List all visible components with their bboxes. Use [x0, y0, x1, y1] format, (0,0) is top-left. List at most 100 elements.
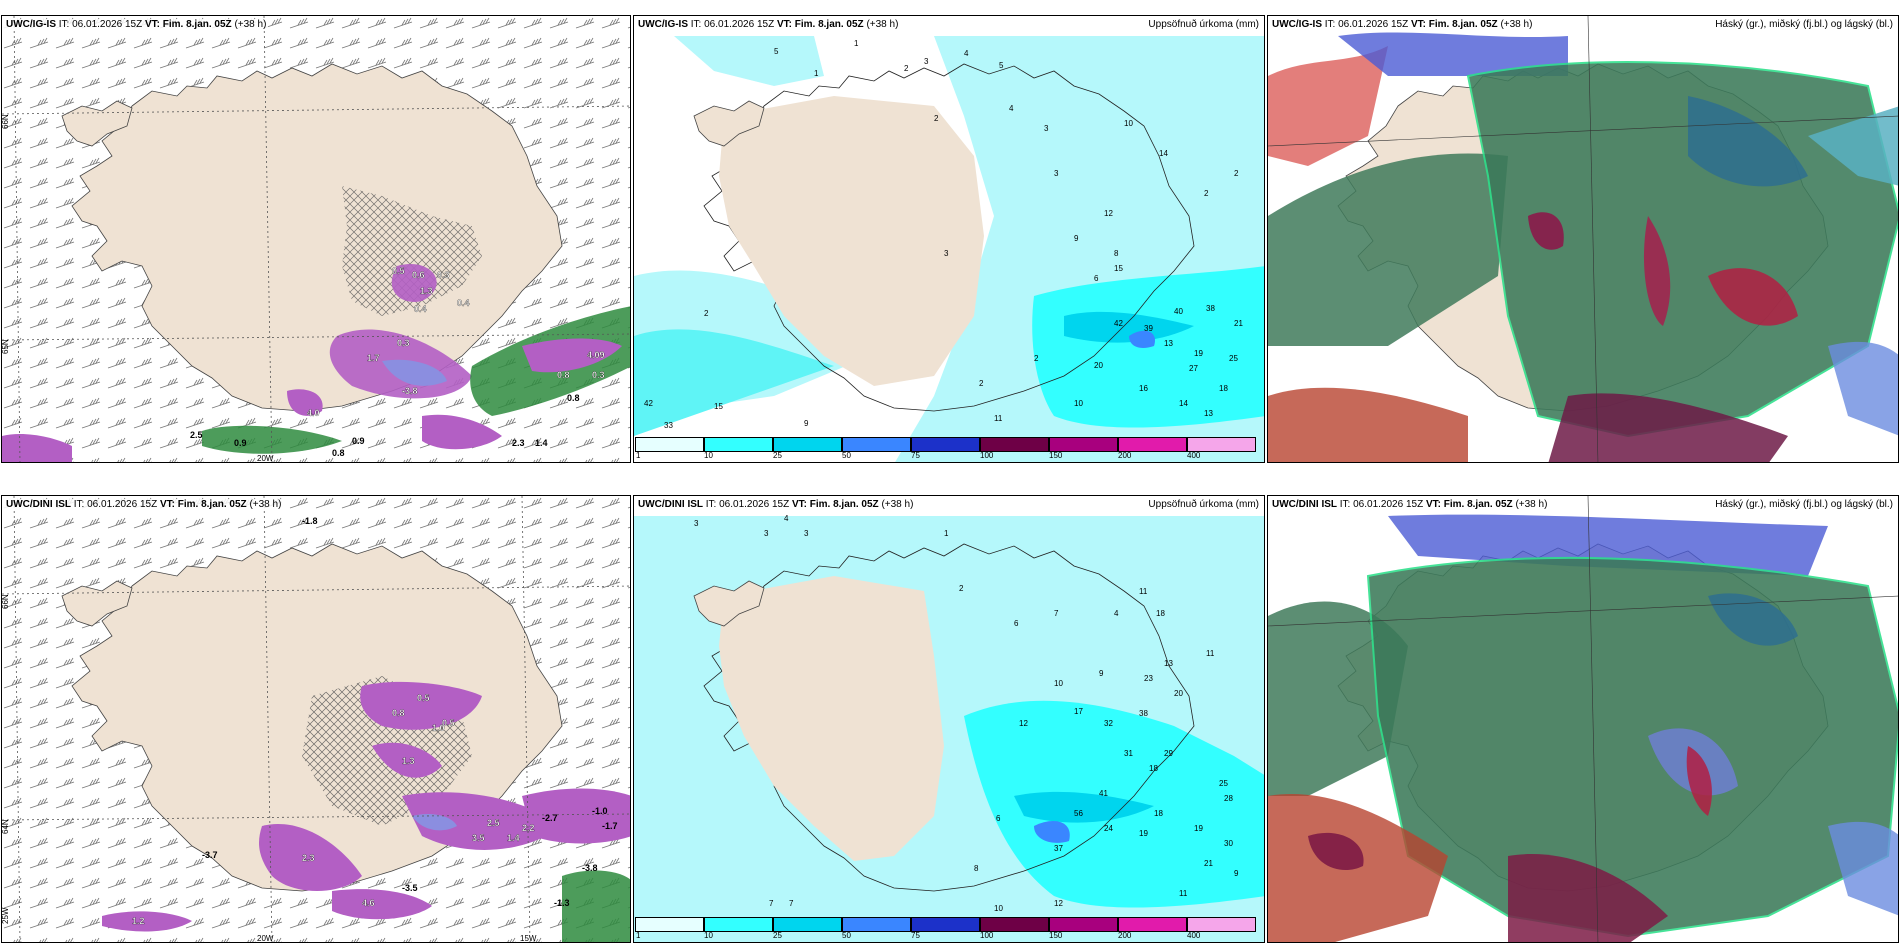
- precip-label: 37: [1054, 844, 1063, 853]
- value-label: -3.8: [582, 863, 598, 873]
- model-name: UWC/DINI ISL: [1272, 499, 1337, 510]
- wind-map: 66N 65N 20W 0.5 0.6 0.3 1.3 0.4 0.4 0.3 …: [2, 16, 630, 463]
- panel-precip-igis: UWC/IG-IS IT: 06.01.2026 15Z VT: Fim. 8.…: [633, 15, 1265, 463]
- colorbar-swatch: [1187, 437, 1256, 452]
- value-label: 1.0: [432, 723, 445, 733]
- precip-label: 19: [1194, 824, 1203, 833]
- wind-map: 66N 64N 25W 20W 15W -1.8 -3.7 -3.5 -1.3 …: [2, 496, 630, 942]
- value-label: 1.4: [535, 438, 548, 448]
- value-label: 0.3: [592, 370, 605, 380]
- colorbar-label: 75: [911, 931, 920, 940]
- lead-time: (+38 h): [881, 499, 914, 510]
- precip-label: 8: [1114, 249, 1119, 258]
- value-label: 0.8: [332, 448, 345, 458]
- precip-label: 11: [994, 414, 1003, 423]
- model-name: UWC/IG-IS: [1272, 19, 1322, 30]
- it-label: IT:: [1339, 499, 1351, 510]
- value-label: 0.5: [392, 266, 405, 276]
- lead-time: (+38 h): [1500, 19, 1533, 30]
- lat-label-25w: 25W: [2, 907, 10, 924]
- precip-label: 4: [964, 49, 969, 58]
- panel-wind-igis: UWC/IG-IS IT: 06.01.2026 15Z VT: Fim. 8.…: [1, 15, 631, 463]
- it-label: IT:: [705, 499, 717, 510]
- colorbar-label: 25: [773, 931, 782, 940]
- value-label: 2.2: [522, 823, 535, 833]
- precip-label: 16: [1139, 384, 1148, 393]
- panel-field-title: Háský (gr.), miðský (fj.bl.) og lágský (…: [1713, 499, 1895, 510]
- precip-label: 41: [1099, 789, 1108, 798]
- value-label: 4.0: [307, 408, 320, 418]
- vt-value: Fim. 8.jan. 05Z: [794, 19, 864, 30]
- precip-label: 21: [1234, 319, 1243, 328]
- vt-label: VT:: [144, 19, 160, 30]
- panel-title: UWC/DINI ISL IT: 06.01.2026 15Z VT: Fim.…: [4, 499, 284, 510]
- panel-cloud-dini: UWC/DINI ISL IT: 06.01.2026 15Z VT: Fim.…: [1267, 495, 1899, 943]
- precip-label: 30: [1224, 839, 1233, 848]
- precip-label: 3: [924, 57, 929, 66]
- value-label: 0.6: [412, 270, 425, 280]
- colorbar-label: 10: [704, 931, 713, 940]
- precip-label: 10: [1124, 119, 1133, 128]
- precip-label: 14: [1159, 149, 1168, 158]
- colorbar-label: 1: [636, 931, 641, 940]
- value-label: 1.3: [402, 756, 415, 766]
- colorbar-swatch: [842, 437, 911, 452]
- value-label: -1.0: [592, 806, 608, 816]
- vt-value: Fim. 8.jan. 05Z: [162, 19, 232, 30]
- value-label: 2.5: [190, 430, 203, 440]
- precip-label: 29: [1164, 749, 1173, 758]
- precip-map: 5 1 2 3 4 5 2 4 3 10 14 12 2 2 3 8 9 6 1…: [634, 16, 1264, 462]
- colorbar-label: 50: [842, 931, 851, 940]
- precip-label: 9: [804, 419, 809, 428]
- panel-title: UWC/IG-IS IT: 06.01.2026 15Z VT: Fim. 8.…: [636, 19, 901, 30]
- model-name: UWC/DINI ISL: [638, 499, 703, 510]
- vt-value: Fim. 8.jan. 05Z: [1443, 499, 1513, 510]
- precip-map: 3 4 3 3 1 2 6 11 18 4 7 9 10 12 17 31 32…: [634, 496, 1264, 942]
- precip-label: 17: [1074, 707, 1083, 716]
- precip-label: 12: [1019, 719, 1028, 728]
- precip-label: 3: [764, 529, 769, 538]
- precip-label: 5: [999, 61, 1004, 70]
- precip-label: 19: [1139, 829, 1148, 838]
- precip-label: 20: [1094, 361, 1103, 370]
- precip-label: 1: [854, 39, 859, 48]
- precip-label: 13: [1204, 409, 1213, 418]
- colorbar-swatch: [635, 437, 704, 452]
- lon-label-20w: 20W: [257, 454, 274, 463]
- lat-label-64: 65N: [2, 339, 10, 354]
- it-value: 06.01.2026 15Z: [719, 499, 790, 510]
- colorbar-swatch: [980, 437, 1049, 452]
- precip-label: 56: [1074, 809, 1083, 818]
- precip-label: 4: [1114, 609, 1119, 618]
- colorbar-swatch: [911, 917, 980, 932]
- precip-label: 2: [959, 584, 964, 593]
- value-label: 0.4: [414, 304, 427, 314]
- value-label: 0.4: [457, 298, 470, 308]
- precip-label: 3: [694, 519, 699, 528]
- value-label: 3.5: [472, 833, 485, 843]
- value-label: 0.9: [234, 438, 247, 448]
- precip-label: 15: [714, 402, 723, 411]
- precip-label: 7: [1054, 609, 1059, 618]
- precip-label: 25: [1229, 354, 1238, 363]
- vt-label: VT:: [1410, 19, 1426, 30]
- cloud-map: [1268, 496, 1898, 942]
- precip-label: 18: [1156, 609, 1165, 618]
- colorbar-swatch: [1118, 437, 1187, 452]
- precip-label: 20: [1174, 689, 1183, 698]
- precip-colorbar: [635, 437, 1256, 461]
- value-label: -3.7: [202, 850, 218, 860]
- colorbar-swatch: [635, 917, 704, 932]
- precip-label: 1: [944, 529, 949, 538]
- value-label: 1.3: [420, 286, 433, 296]
- precip-label: 27: [1189, 364, 1198, 373]
- precip-label: 42: [644, 399, 653, 408]
- colorbar-swatch: [704, 437, 773, 452]
- precip-label: 38: [1206, 304, 1215, 313]
- it-value: 06.01.2026 15Z: [1353, 499, 1424, 510]
- value-label: 1.4: [507, 833, 520, 843]
- lat-label-64: 64N: [2, 819, 10, 834]
- precip-label: 14: [1179, 399, 1188, 408]
- colorbar-swatch: [1049, 917, 1118, 932]
- value-label: 4.09: [587, 350, 605, 360]
